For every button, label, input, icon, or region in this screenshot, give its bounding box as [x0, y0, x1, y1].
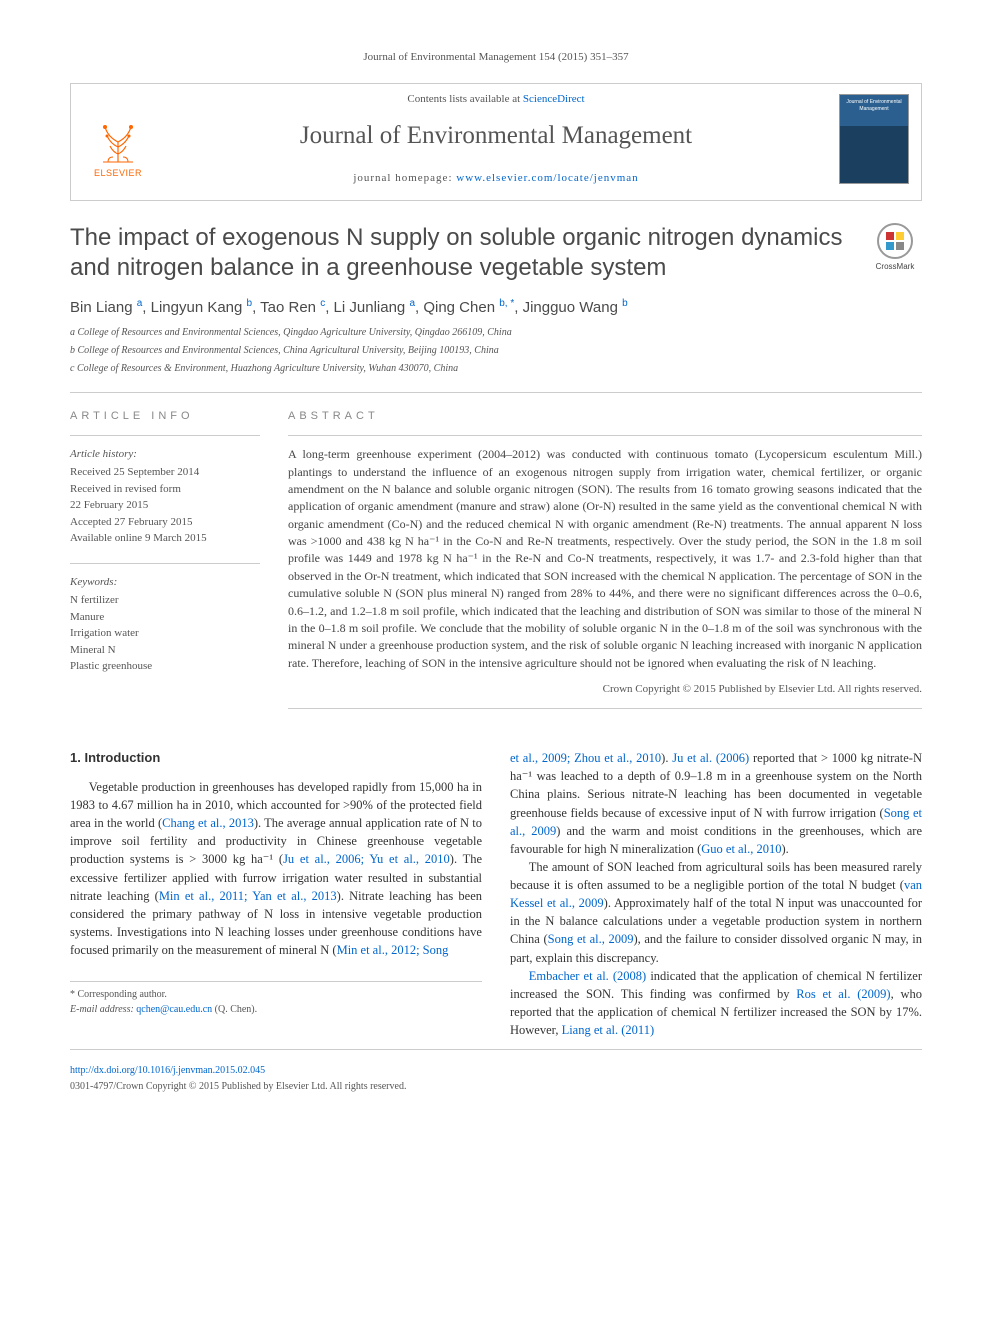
text-run: ). — [661, 751, 672, 765]
keyword: Irrigation water — [70, 625, 260, 642]
history-line: Received in revised form — [70, 481, 260, 498]
affiliations: a College of Resources and Environmental… — [70, 326, 922, 376]
paragraph: et al., 2009; Zhou et al., 2010). Ju et … — [510, 749, 922, 858]
history-line: Available online 9 March 2015 — [70, 530, 260, 547]
paragraph: Embacher et al. (2008) indicated that th… — [510, 967, 922, 1040]
keyword: Mineral N — [70, 642, 260, 659]
article-info-sidebar: ARTICLE INFO Article history: Received 2… — [70, 409, 260, 709]
abstract-block: ABSTRACT A long-term greenhouse experime… — [288, 409, 922, 709]
publisher-name: ELSEVIER — [94, 167, 142, 180]
crossmark-badge[interactable]: CrossMark — [868, 223, 922, 272]
journal-banner: ELSEVIER Contents lists available at Sci… — [70, 83, 922, 201]
citation-link[interactable]: Ju et al., 2006; Yu et al., 2010 — [283, 852, 450, 866]
article-title: The impact of exogenous N supply on solu… — [70, 223, 848, 283]
doi-link[interactable]: http://dx.doi.org/10.1016/j.jenvman.2015… — [70, 1065, 265, 1076]
journal-name: Journal of Environmental Management — [169, 118, 823, 153]
text-run: The amount of SON leached from agricultu… — [510, 860, 922, 892]
email-who: (Q. Chen). — [212, 1004, 257, 1015]
history-line: Received 25 September 2014 — [70, 464, 260, 481]
citation-link[interactable]: Chang et al., 2013 — [162, 816, 254, 830]
email-link[interactable]: qchen@cau.edu.cn — [136, 1004, 212, 1015]
citation-link[interactable]: Min et al., 2012; Song — [337, 943, 449, 957]
separator — [288, 435, 922, 436]
abstract-text: A long-term greenhouse experiment (2004–… — [288, 446, 922, 672]
abstract-heading: ABSTRACT — [288, 409, 922, 425]
keyword: Plastic greenhouse — [70, 658, 260, 675]
citation-link[interactable]: Embacher et al. (2008) — [529, 969, 646, 983]
paragraph: The amount of SON leached from agricultu… — [510, 858, 922, 967]
tree-icon — [93, 112, 143, 167]
email-label: E-mail address: — [70, 1004, 136, 1015]
homepage-prefix: journal homepage: — [353, 172, 456, 184]
keywords-label: Keywords: — [70, 574, 260, 591]
citation-link[interactable]: Min et al., 2011; Yan et al., 2013 — [159, 889, 337, 903]
separator — [70, 563, 260, 564]
article-info-heading: ARTICLE INFO — [70, 409, 260, 424]
affiliation: a College of Resources and Environmental… — [70, 326, 922, 340]
citation-link[interactable]: Ju et al. (2006) — [672, 751, 749, 765]
running-header: Journal of Environmental Management 154 … — [70, 50, 922, 65]
homepage-link[interactable]: www.elsevier.com/locate/jenvman — [456, 172, 638, 184]
body-text: 1. Introduction Vegetable production in … — [70, 749, 922, 1039]
separator — [70, 1049, 922, 1050]
keyword: Manure — [70, 609, 260, 626]
affiliation: b College of Resources and Environmental… — [70, 344, 922, 358]
authors-line: Bin Liang a, Lingyun Kang b, Tao Ren c, … — [70, 297, 922, 318]
separator — [70, 435, 260, 436]
affiliation: c College of Resources & Environment, Hu… — [70, 362, 922, 376]
citation-link[interactable]: Liang et al. (2011) — [562, 1023, 655, 1037]
history-label: Article history: — [70, 446, 260, 463]
corr-author-line: * Corresponding author. — [70, 988, 482, 1003]
journal-cover-thumbnail: Journal of Environmental Management — [839, 94, 909, 184]
crossmark-icon — [877, 223, 913, 259]
keyword: N fertilizer — [70, 592, 260, 609]
corresponding-author-footnote: * Corresponding author. E-mail address: … — [70, 981, 482, 1017]
separator — [70, 392, 922, 393]
elsevier-logo: ELSEVIER — [83, 99, 153, 179]
text-run: ). — [781, 842, 788, 856]
history-line: 22 February 2015 — [70, 497, 260, 514]
separator — [288, 708, 922, 709]
section-number: 1. — [70, 750, 81, 765]
banner-center: Contents lists available at ScienceDirec… — [169, 92, 823, 186]
history-line: Accepted 27 February 2015 — [70, 514, 260, 531]
issn-copyright: 0301-4797/Crown Copyright © 2015 Publish… — [70, 1080, 922, 1094]
section-title: Introduction — [84, 750, 160, 765]
cover-label: Journal of Environmental Management — [843, 99, 905, 113]
abstract-copyright: Crown Copyright © 2015 Published by Else… — [288, 682, 922, 698]
crossmark-label: CrossMark — [876, 262, 915, 271]
citation-link[interactable]: Song et al., 2009 — [548, 932, 634, 946]
citation-link[interactable]: Guo et al., 2010 — [701, 842, 781, 856]
contents-prefix: Contents lists available at — [407, 93, 522, 105]
sciencedirect-link[interactable]: ScienceDirect — [523, 93, 585, 105]
citation-link[interactable]: et al., 2009; Zhou et al., 2010 — [510, 751, 661, 765]
citation-link[interactable]: Ros et al. (2009) — [796, 987, 890, 1001]
paragraph: Vegetable production in greenhouses has … — [70, 778, 482, 959]
